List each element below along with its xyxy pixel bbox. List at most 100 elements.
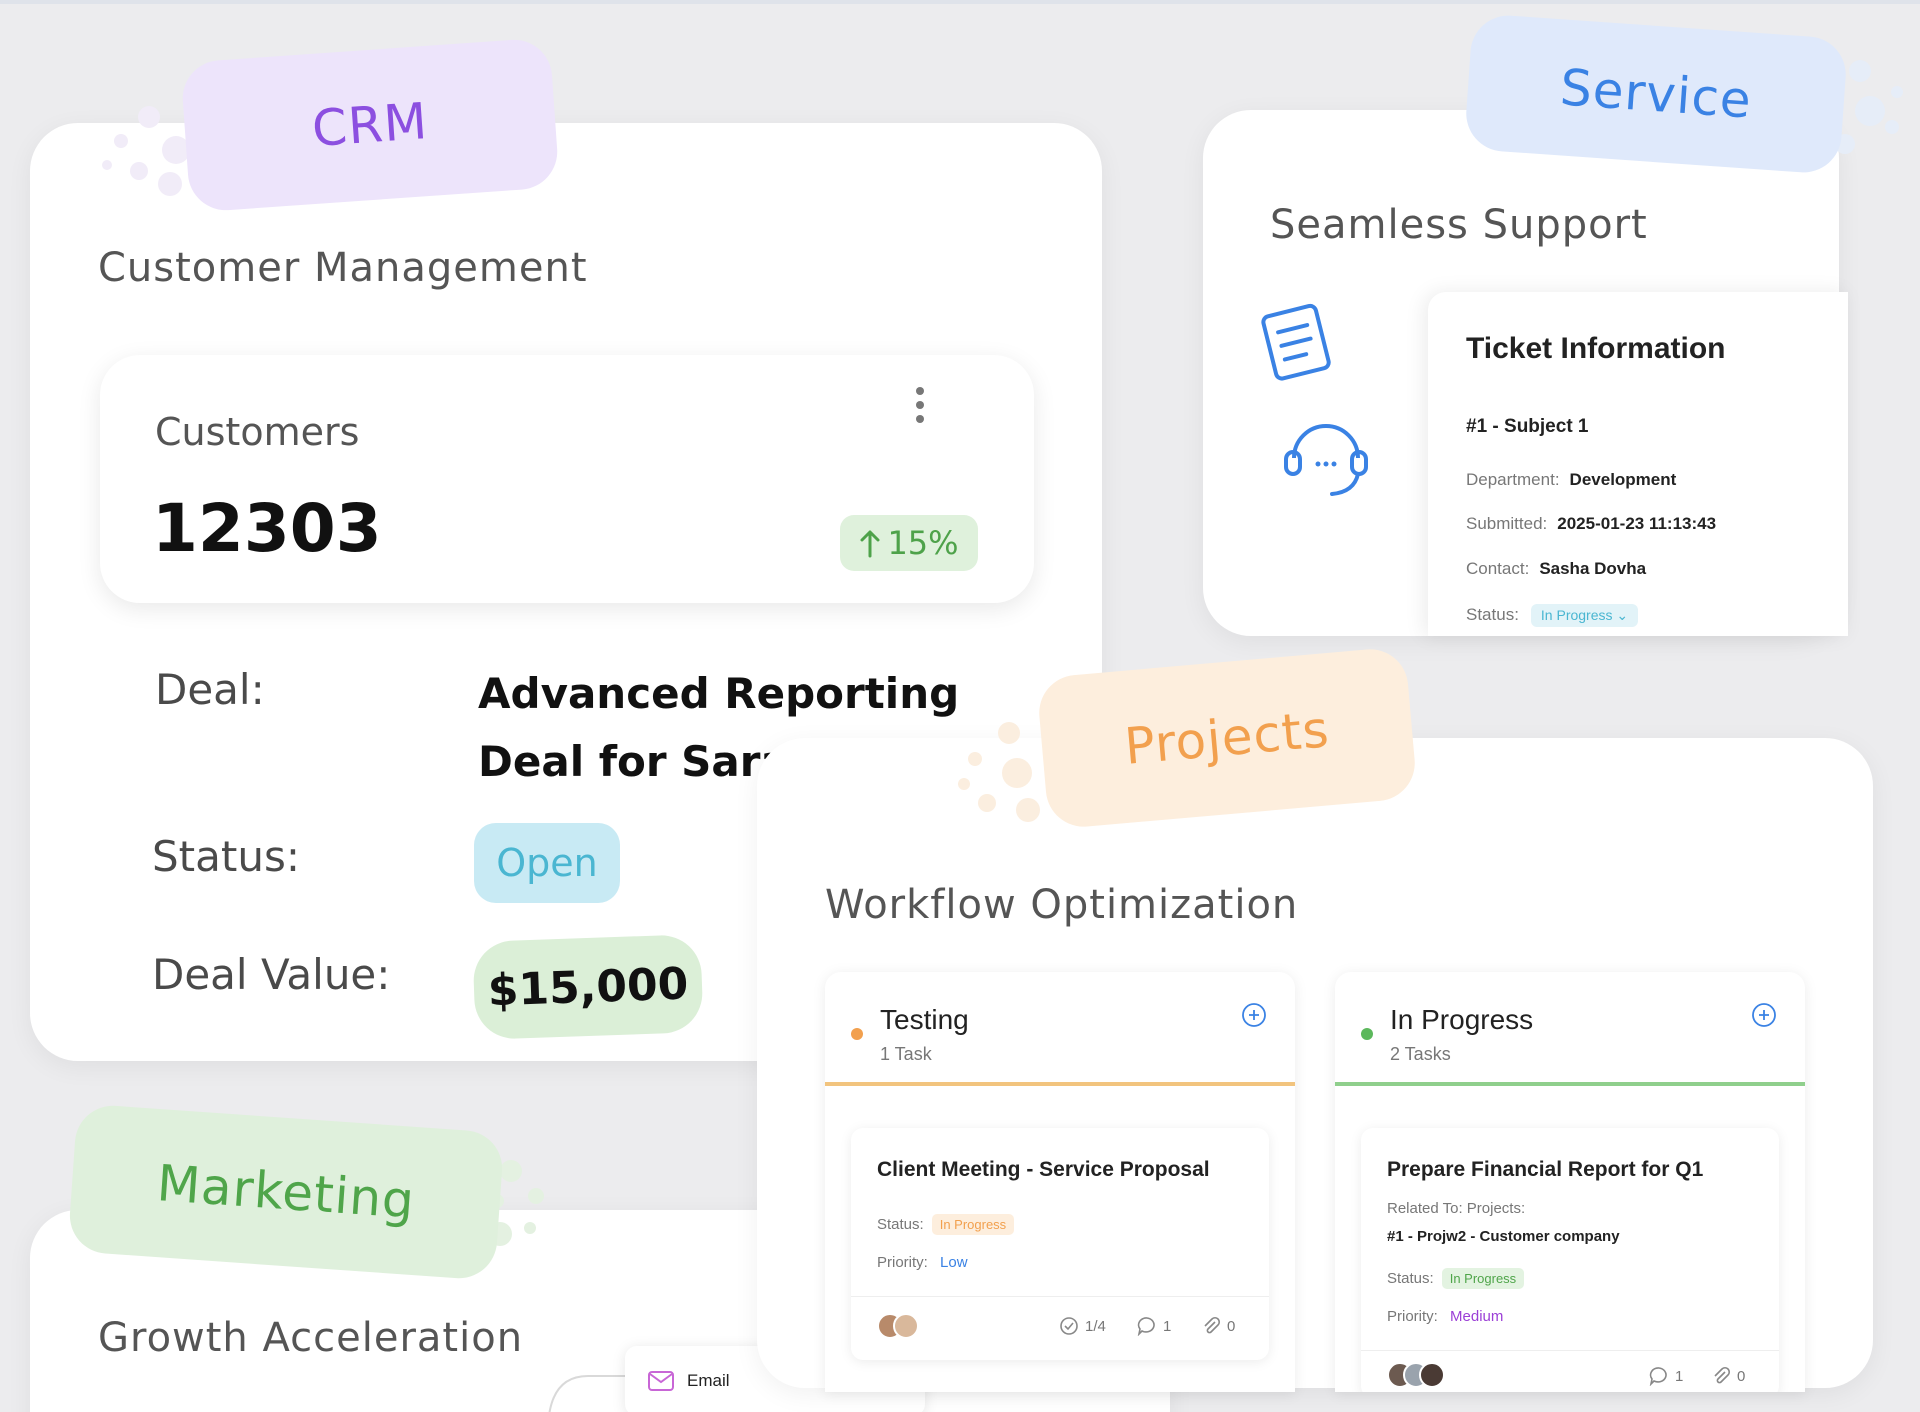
deal-label: Deal: — [155, 665, 265, 714]
checklist-value: 1/4 — [1085, 1317, 1106, 1335]
kanban-column-testing: Testing 1 Task Client Meeting - Service … — [825, 972, 1295, 1392]
marketing-tag: Marketing — [67, 1103, 505, 1281]
service-tag: Service — [1463, 13, 1849, 175]
ticket-subject[interactable]: #1 - Subject 1 — [1466, 416, 1589, 437]
contact-label: Contact: — [1466, 559, 1530, 578]
task-title: Prepare Financial Report for Q1 — [1387, 1158, 1704, 1181]
column-status-dot — [851, 1028, 863, 1040]
task-status-badge: In Progress — [1441, 1268, 1525, 1289]
submitted-label: Submitted: — [1466, 514, 1548, 533]
task-related-value[interactable]: #1 - Projw2 - Customer company — [1387, 1228, 1620, 1245]
ticket-status-value: In Progress — [1540, 607, 1613, 623]
crm-section-title: Customer Management — [98, 245, 588, 291]
ticket-information-panel: Ticket Information #1 - Subject 1 Depart… — [1428, 292, 1848, 636]
column-name: In Progress — [1390, 1004, 1534, 1035]
task-status-row: Status: In Progress — [877, 1214, 1015, 1235]
deal-value: $15,000 — [472, 934, 704, 1040]
ticket-status-label: Status: — [1466, 604, 1519, 624]
ticket-status-row: Status: In Progress ⌄ — [1466, 604, 1639, 627]
column-task-count: 2 Tasks — [1390, 1044, 1451, 1064]
growth-value: 15% — [887, 524, 959, 562]
task-priority-value: Medium — [1450, 1308, 1504, 1325]
task-divider — [851, 1296, 1269, 1297]
column-header: Testing 1 Task — [825, 972, 1295, 1086]
ticket-submitted-row: Submitted: 2025-01-23 11:13:43 — [1466, 514, 1716, 534]
ticket-document-icon — [1261, 303, 1331, 381]
task-status-row: Status: In Progress — [1387, 1268, 1525, 1289]
column-status-dot — [1361, 1028, 1373, 1040]
task-status-badge: In Progress — [931, 1214, 1015, 1235]
attachment-count: 0 — [1711, 1366, 1745, 1386]
comment-icon — [1137, 1317, 1155, 1336]
crm-tag: CRM — [180, 37, 560, 213]
task-priority-row: Priority: Medium — [1387, 1308, 1503, 1325]
marketing-section-title: Growth Acceleration — [98, 1315, 524, 1361]
crm-decor-dots — [98, 96, 190, 196]
avatar — [1419, 1362, 1445, 1388]
paperclip-icon — [1714, 1366, 1731, 1384]
assignee-avatars[interactable] — [877, 1313, 919, 1344]
projects-tag: Projects — [1036, 646, 1418, 830]
comment-value: 1 — [1163, 1317, 1172, 1335]
ticket-department-row: Department: Development — [1466, 470, 1676, 490]
comment-count: 1 — [1137, 1316, 1171, 1336]
task-status-label: Status: — [1387, 1270, 1434, 1287]
mail-icon — [648, 1371, 674, 1391]
task-priority-label: Priority: — [1387, 1308, 1438, 1325]
task-divider — [1361, 1350, 1779, 1351]
email-label: Email — [687, 1371, 730, 1390]
task-priority-row: Priority: Low — [877, 1254, 968, 1271]
contact-value: Sasha Dovha — [1539, 559, 1647, 578]
avatar — [893, 1313, 919, 1339]
submitted-value: 2025-01-23 11:13:43 — [1557, 514, 1717, 533]
projects-section-title: Workflow Optimization — [825, 882, 1299, 928]
service-section-title: Seamless Support — [1270, 202, 1648, 248]
column-accent-bar — [1335, 1082, 1805, 1086]
service-decor-dots — [1835, 56, 1915, 156]
checklist-count: 1/4 — [1059, 1316, 1106, 1336]
task-priority-value: Low — [940, 1254, 968, 1271]
department-label: Department: — [1466, 470, 1560, 489]
task-title: Client Meeting - Service Proposal — [877, 1158, 1210, 1181]
task-related-label: Related To: Projects: — [1387, 1200, 1526, 1217]
column-task-count: 1 Task — [880, 1044, 932, 1064]
customers-widget: Customers 12303 15% — [100, 355, 1034, 603]
task-card[interactable]: Client Meeting - Service Proposal Status… — [851, 1128, 1269, 1360]
attachment-value: 0 — [1227, 1317, 1236, 1335]
paperclip-icon — [1204, 1316, 1221, 1334]
column-header: In Progress 2 Tasks — [1335, 972, 1805, 1086]
status-label: Status: — [152, 832, 300, 881]
more-options-icon[interactable] — [910, 387, 930, 433]
task-priority-label: Priority: — [877, 1254, 928, 1271]
ticket-contact-row: Contact: Sasha Dovha — [1466, 559, 1646, 579]
top-divider — [0, 0, 1920, 4]
customers-label: Customers — [155, 410, 360, 454]
related-project-link: #1 - Projw2 - Customer company — [1387, 1228, 1620, 1245]
flow-connector — [548, 1375, 628, 1412]
headset-icon — [1284, 424, 1368, 496]
deal-status-badge[interactable]: Open — [474, 823, 620, 903]
add-task-icon[interactable] — [1241, 1002, 1267, 1028]
attachment-count: 0 — [1201, 1316, 1235, 1336]
deal-value-label: Deal Value: — [152, 950, 391, 999]
kanban-column-in-progress: In Progress 2 Tasks Prepare Financial Re… — [1335, 972, 1805, 1392]
arrow-up-icon — [860, 530, 880, 558]
growth-badge: 15% — [840, 515, 978, 571]
comment-value: 1 — [1675, 1367, 1684, 1385]
department-value: Development — [1569, 470, 1677, 489]
comment-count: 1 — [1649, 1366, 1683, 1386]
column-accent-bar — [825, 1082, 1295, 1086]
attachment-value: 0 — [1737, 1367, 1746, 1385]
task-status-label: Status: — [877, 1216, 924, 1233]
customers-count: 12303 — [152, 490, 382, 567]
ticket-title: Ticket Information — [1466, 332, 1726, 365]
comment-icon — [1649, 1367, 1667, 1386]
chevron-down-icon: ⌄ — [1616, 607, 1629, 623]
assignee-avatars[interactable] — [1387, 1362, 1445, 1392]
projects-decor-dots — [958, 722, 1048, 822]
ticket-status-dropdown[interactable]: In Progress ⌄ — [1530, 604, 1639, 627]
add-task-icon[interactable] — [1751, 1002, 1777, 1028]
checklist-icon — [1060, 1317, 1078, 1335]
column-name: Testing — [880, 1004, 969, 1035]
task-card[interactable]: Prepare Financial Report for Q1 Related … — [1361, 1128, 1779, 1392]
